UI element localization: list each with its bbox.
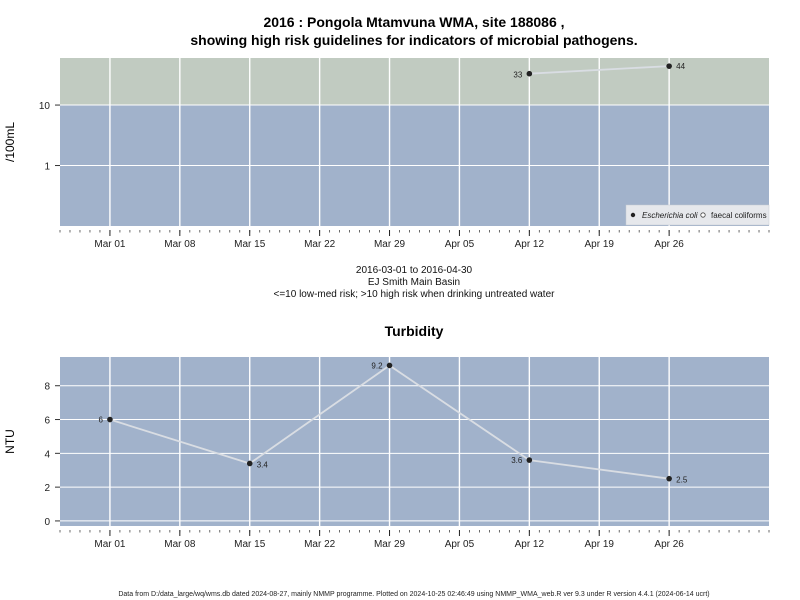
legend-marker-ecoli — [630, 212, 636, 218]
x-tick-label: Apr 12 — [515, 539, 545, 550]
x-tick-label: Mar 15 — [234, 539, 266, 550]
x-tick-label: Mar 29 — [374, 239, 406, 250]
y-axis-label: NTU — [3, 429, 17, 454]
x-tick-label: Mar 08 — [164, 239, 196, 250]
data-label: 6 — [98, 416, 103, 425]
legend-label-faecal: faecal coliforms — [711, 211, 767, 220]
x-tick-label: Mar 01 — [94, 539, 126, 550]
date-range-label: 2016-03-01 to 2016-04-30 — [356, 265, 473, 276]
data-label: 3.6 — [511, 456, 523, 465]
data-point — [666, 475, 672, 482]
legend-marker-faecal — [700, 212, 706, 218]
y-tick-label: 1 — [44, 162, 50, 173]
x-tick-label: Mar 15 — [234, 239, 266, 250]
legend-label-ecoli: Escherichia coli — [642, 211, 698, 220]
microbial-panel: 1 10 Mar 01 Mar 08 Mar 15 Mar 22 Mar 29 Apr 05 A… — [3, 58, 770, 250]
x-tick-label: Mar 22 — [304, 539, 336, 550]
data-point — [526, 70, 533, 77]
series-line — [529, 65, 670, 75]
chart-title-line1: 2016 : Pongola Mtamvuna WMA, site 188086… — [263, 14, 564, 30]
data-label: 44 — [676, 62, 685, 71]
x-tick-label: Apr 05 — [445, 239, 475, 250]
lab-label: EJ Smith Main Basin — [368, 277, 460, 288]
turbidity-title: Turbidity — [385, 323, 444, 339]
data-point — [386, 362, 393, 369]
y-tick-label: 8 — [44, 382, 50, 393]
chart-title-line2: showing high risk guidelines for indicat… — [190, 32, 637, 48]
x-tick-label: Mar 01 — [94, 239, 126, 250]
data-label: 9.2 — [371, 361, 383, 370]
x-tick-label: Mar 22 — [304, 239, 336, 250]
x-tick-label: Apr 26 — [654, 539, 684, 550]
high-risk-band — [60, 58, 769, 106]
x-tick-label: Apr 05 — [445, 539, 475, 550]
risk-label: <=10 low-med risk; >10 high risk when dr… — [274, 289, 556, 300]
data-label: 2.5 — [676, 476, 688, 485]
y-axis-label: /100mL — [3, 122, 17, 162]
x-tick-label: Apr 19 — [585, 239, 615, 250]
turbidity-panel: 0 2 4 6 8 Mar 01 Mar 08 Mar 15 Mar 22 Mar 29 Apr 0… — [3, 357, 770, 550]
y-tick-label: 0 — [44, 517, 50, 528]
data-point — [526, 457, 533, 463]
x-tick-label: Apr 12 — [515, 239, 545, 250]
y-tick-label: 10 — [39, 101, 51, 112]
data-label: 33 — [513, 71, 522, 80]
y-tick-label: 4 — [44, 449, 50, 460]
y-tick-label: 2 — [44, 483, 50, 494]
x-tick-label: Mar 29 — [374, 539, 406, 550]
data-point — [107, 416, 113, 423]
x-tick-label: Apr 19 — [585, 539, 615, 550]
x-tick-label: Mar 08 — [164, 539, 196, 550]
x-tick-label: Apr 26 — [654, 239, 684, 250]
footer-note: Data from D:/data_large/wq/wms.db dated … — [118, 591, 709, 598]
data-point — [246, 460, 253, 467]
legend-box — [625, 204, 770, 226]
data-point — [666, 63, 672, 69]
legend: Escherichia coli faecal coliforms — [625, 204, 770, 226]
data-label: 3.4 — [257, 460, 269, 469]
y-tick-label: 6 — [44, 416, 50, 427]
